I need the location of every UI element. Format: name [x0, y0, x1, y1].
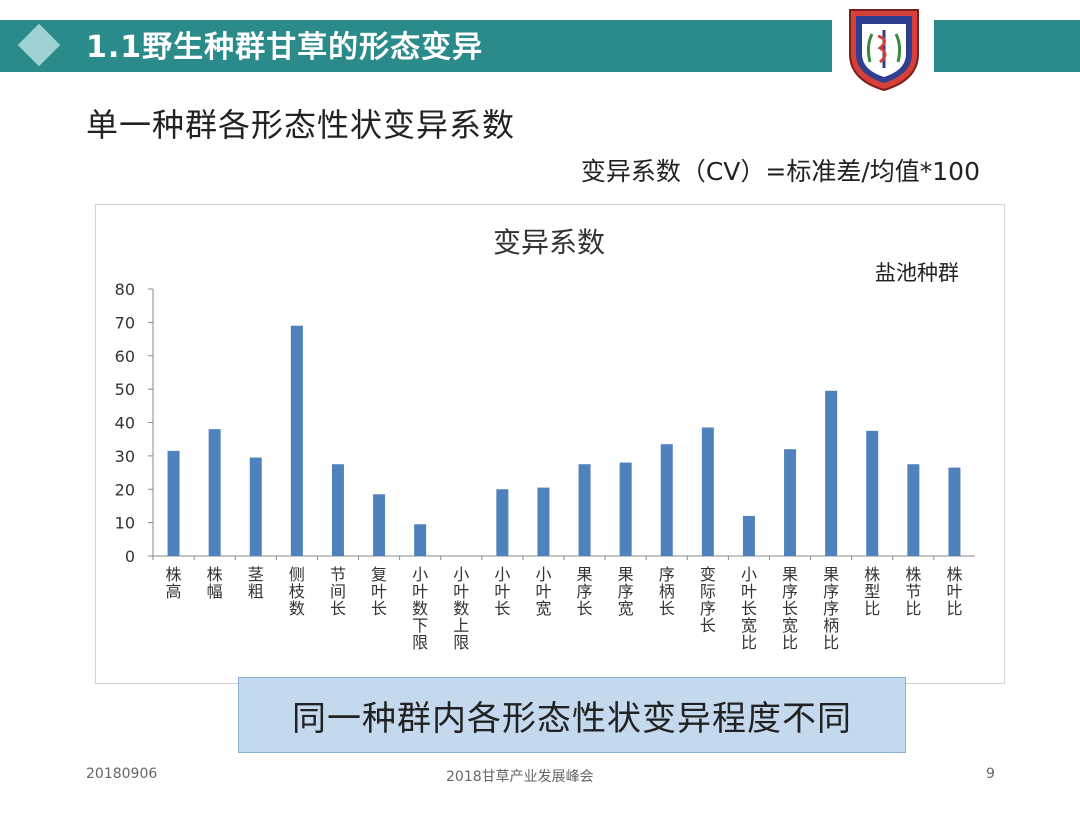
slide-title: 1.1野生种群甘草的形态变异	[86, 30, 484, 65]
page-number: 9	[986, 766, 995, 782]
x-tick-label: 序柄长	[659, 565, 675, 618]
slide-subtitle: 单一种群各形态性状变异系数	[86, 106, 516, 144]
school-emblem-logo	[849, 9, 919, 92]
bar	[167, 450, 180, 556]
y-tick-label: 60	[115, 347, 135, 366]
bar	[537, 487, 550, 556]
x-tick-label: 株型比	[864, 565, 880, 618]
x-tick-label: 株幅	[207, 565, 223, 601]
x-tick-label: 株高	[166, 565, 182, 601]
population-label: 盐池种群	[875, 261, 959, 285]
cv-formula: 变异系数（CV）=标准差/均值*100	[580, 157, 980, 186]
bar	[784, 449, 797, 556]
x-tick-label: 小叶宽	[535, 565, 551, 618]
x-tick-label: 复叶长	[371, 565, 387, 618]
y-tick-label: 50	[115, 380, 135, 399]
y-tick-label: 70	[115, 313, 135, 332]
chart-frame	[95, 204, 1005, 684]
chart-title: 变异系数	[493, 226, 605, 259]
bar	[496, 489, 509, 556]
y-tick-label: 30	[115, 447, 135, 466]
x-tick-label: 小叶数下限	[412, 565, 428, 652]
x-tick-label: 果序序柄比	[823, 565, 839, 652]
bar	[249, 457, 262, 556]
bar	[331, 464, 344, 556]
y-tick-label: 40	[115, 414, 135, 433]
x-tick-label: 果序长	[577, 565, 593, 618]
bar	[373, 494, 386, 556]
footer-date: 20180906	[86, 766, 158, 782]
bar	[290, 325, 303, 556]
x-tick-label: 变际序长	[700, 565, 716, 635]
conclusion-callout: 同一种群内各形态性状变异程度不同	[238, 677, 906, 753]
bar	[866, 430, 879, 556]
y-tick-label: 10	[115, 514, 135, 533]
chart-bars	[167, 325, 961, 556]
x-tick-label: 小叶长宽比	[741, 565, 757, 652]
x-tick-label: 小叶长	[494, 565, 510, 618]
x-tick-label: 节间长	[330, 565, 346, 618]
x-tick-label: 小叶数上限	[453, 565, 469, 652]
bar	[208, 429, 221, 556]
bar	[619, 462, 632, 556]
bar	[660, 444, 673, 556]
title-bar-right	[934, 20, 1080, 72]
x-tick-label: 株节比	[905, 565, 921, 618]
y-tick-label: 20	[115, 480, 135, 499]
y-tick-label: 80	[115, 280, 135, 299]
y-tick-label: 0	[125, 547, 135, 566]
title-bar	[0, 20, 832, 72]
x-tick-label: 株叶比	[946, 565, 962, 618]
bar	[414, 524, 427, 556]
bar	[742, 515, 755, 556]
bar	[578, 464, 591, 556]
x-tick-label: 果序宽	[618, 565, 634, 618]
bar	[948, 467, 961, 556]
chart-axes: 0 10 20 30 40 50 60 70 80	[115, 280, 975, 566]
bar	[825, 390, 838, 556]
footer-event: 2018甘草产业发展峰会	[446, 769, 594, 785]
x-tick-label: 茎粗	[248, 565, 264, 601]
bar	[907, 464, 920, 556]
x-tick-label: 侧枝数	[289, 565, 305, 618]
x-tick-label: 果序长宽比	[782, 565, 798, 652]
bar	[701, 427, 714, 556]
